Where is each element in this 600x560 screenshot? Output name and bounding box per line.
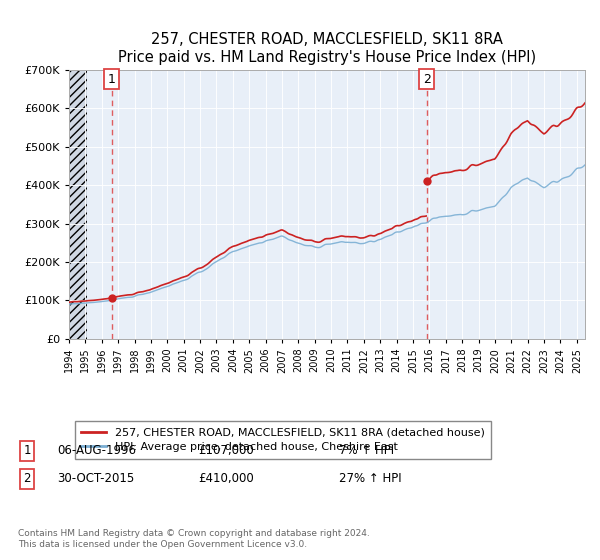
Text: 1: 1: [107, 73, 116, 86]
Text: 1: 1: [23, 444, 31, 458]
Text: 06-AUG-1996: 06-AUG-1996: [57, 444, 136, 458]
Text: 2: 2: [422, 73, 431, 86]
Text: Contains HM Land Registry data © Crown copyright and database right 2024.
This d: Contains HM Land Registry data © Crown c…: [18, 529, 370, 549]
Title: 257, CHESTER ROAD, MACCLESFIELD, SK11 8RA
Price paid vs. HM Land Registry's Hous: 257, CHESTER ROAD, MACCLESFIELD, SK11 8R…: [118, 32, 536, 64]
Text: £410,000: £410,000: [198, 472, 254, 486]
Text: 27% ↑ HPI: 27% ↑ HPI: [339, 472, 401, 486]
Text: 30-OCT-2015: 30-OCT-2015: [57, 472, 134, 486]
Text: 2: 2: [23, 472, 31, 486]
Legend: 257, CHESTER ROAD, MACCLESFIELD, SK11 8RA (detached house), HPI: Average price, : 257, CHESTER ROAD, MACCLESFIELD, SK11 8R…: [74, 421, 491, 459]
Text: 7% ↑ HPI: 7% ↑ HPI: [339, 444, 394, 458]
Text: £107,000: £107,000: [198, 444, 254, 458]
